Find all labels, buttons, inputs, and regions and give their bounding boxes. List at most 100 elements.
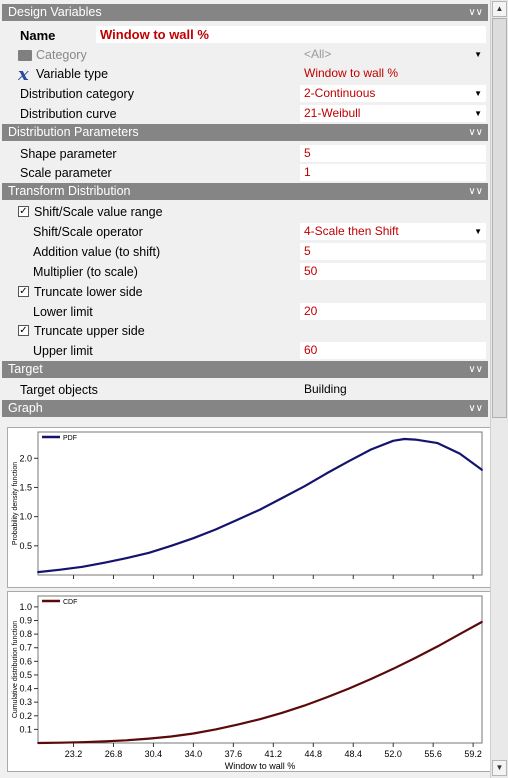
y-tick-label: 0.8 bbox=[19, 629, 32, 639]
dropdown-arrow-icon: ▼ bbox=[474, 89, 482, 98]
name-field[interactable]: Window to wall % bbox=[96, 26, 486, 43]
category-select[interactable]: <All> ▼ bbox=[300, 46, 486, 63]
truncate-lower-checkbox[interactable]: ✓ bbox=[18, 286, 29, 297]
data-point bbox=[325, 696, 328, 699]
addition-field[interactable]: 5 bbox=[300, 243, 486, 260]
folder-icon bbox=[18, 50, 32, 61]
y-tick-label: 0.3 bbox=[19, 697, 32, 707]
data-point bbox=[392, 439, 395, 442]
dropdown-arrow-icon: ▼ bbox=[474, 109, 482, 118]
truncate-upper-label: Truncate upper side bbox=[34, 324, 145, 338]
data-point bbox=[192, 537, 195, 540]
data-point bbox=[436, 442, 439, 444]
section-title: Distribution Parameters bbox=[8, 125, 139, 139]
operator-row: Shift/Scale operator 4-Scale then Shift … bbox=[2, 222, 488, 242]
section-design-variables[interactable]: Design Variables ∨∨ bbox=[2, 4, 488, 21]
x-tick-label: 23.2 bbox=[65, 749, 83, 759]
data-point bbox=[370, 448, 372, 451]
data-point bbox=[481, 469, 483, 471]
truncate-upper-checkbox[interactable]: ✓ bbox=[18, 325, 29, 336]
distribution-curve-select[interactable]: 21-Weibull ▼ bbox=[300, 105, 486, 122]
multiplier-field[interactable]: 50 bbox=[300, 263, 486, 280]
graph-area: 0.5 1.0 1.5 2.0 Probability density function… bbox=[2, 419, 491, 778]
vertical-scrollbar[interactable]: ▲ ▼ bbox=[490, 0, 508, 778]
lower-limit-row: Lower limit 20 bbox=[2, 302, 488, 322]
double-chevron-icon[interactable]: ∨∨ bbox=[468, 127, 483, 138]
section-distribution-parameters[interactable]: Distribution Parameters ∨∨ bbox=[2, 124, 488, 141]
section-title: Design Variables bbox=[8, 5, 102, 19]
truncate-upper-row: ✓ Truncate upper side bbox=[2, 321, 488, 341]
name-label: Name bbox=[20, 28, 56, 43]
x-tick-label: 59.2 bbox=[464, 749, 482, 759]
distribution-category-select[interactable]: 2-Continuous ▼ bbox=[300, 85, 486, 102]
plot-frame bbox=[37, 595, 483, 744]
series-line bbox=[37, 437, 483, 574]
y-tick-label: 0.5 bbox=[19, 670, 32, 680]
section-target[interactable]: Target ∨∨ bbox=[2, 361, 488, 378]
y-tick-label: 2.0 bbox=[19, 453, 32, 463]
double-chevron-icon[interactable]: ∨∨ bbox=[468, 7, 483, 18]
y-tick-label: 0.2 bbox=[19, 711, 32, 721]
data-point bbox=[458, 452, 461, 455]
scroll-down-icon[interactable]: ▼ bbox=[492, 760, 507, 776]
plot-frame bbox=[37, 431, 483, 576]
y-axis-label: Probability density function bbox=[12, 462, 19, 545]
category-row: Category <All> ▼ bbox=[2, 45, 488, 65]
double-chevron-icon[interactable]: ∨∨ bbox=[468, 403, 483, 414]
section-graph[interactable]: Graph ∨∨ bbox=[2, 400, 488, 417]
data-point bbox=[148, 551, 150, 554]
data-point bbox=[303, 704, 306, 707]
upper-limit-label: Upper limit bbox=[33, 344, 93, 358]
y-tick-label: 1.0 bbox=[19, 512, 32, 522]
y-tick-label: 1.5 bbox=[19, 482, 32, 492]
data-point bbox=[281, 497, 284, 499]
data-point bbox=[236, 518, 239, 521]
lower-limit-field[interactable]: 20 bbox=[300, 303, 486, 320]
data-point bbox=[214, 728, 217, 731]
data-point bbox=[414, 438, 417, 441]
scrollbar-thumb[interactable] bbox=[492, 18, 507, 418]
data-point bbox=[347, 687, 350, 690]
scale-parameter-field[interactable]: 1 bbox=[300, 164, 486, 181]
data-point bbox=[103, 561, 106, 564]
truncate-lower-row: ✓ Truncate lower side bbox=[2, 282, 488, 302]
addition-row: Addition value (to shift) 5 bbox=[2, 242, 488, 262]
double-chevron-icon[interactable]: ∨∨ bbox=[468, 186, 483, 197]
data-point bbox=[392, 667, 395, 670]
y-tick-label: 1.0 bbox=[19, 602, 32, 612]
data-point bbox=[103, 740, 106, 743]
upper-limit-row: Upper limit 60 bbox=[2, 341, 488, 361]
data-point bbox=[347, 460, 350, 463]
y-tick-label: 0.6 bbox=[19, 656, 32, 666]
shift-scale-checkbox[interactable]: ✓ bbox=[18, 206, 29, 217]
upper-limit-field[interactable]: 60 bbox=[300, 342, 486, 359]
double-chevron-icon[interactable]: ∨∨ bbox=[468, 364, 483, 375]
distribution-category-row: Distribution category 2-Continuous ▼ bbox=[2, 84, 488, 104]
properties-panel: Design Variables ∨∨ Name Window to wall … bbox=[2, 4, 491, 778]
data-point bbox=[125, 739, 128, 742]
target-objects-label: Target objects bbox=[20, 383, 98, 397]
data-point bbox=[236, 723, 239, 726]
data-point bbox=[458, 633, 461, 636]
addition-label: Addition value (to shift) bbox=[33, 245, 161, 259]
x-tick-label: 44.8 bbox=[305, 749, 323, 759]
cdf-chart: 0.1 0.2 0.3 0.4 0.5 0.6 0.7 0.8 0.9 1.0 23.2 26.8 30… bbox=[7, 591, 491, 772]
distribution-category-value: 2-Continuous bbox=[304, 86, 376, 100]
section-transform-distribution[interactable]: Transform Distribution ∨∨ bbox=[2, 183, 488, 200]
data-point bbox=[303, 485, 306, 488]
distribution-curve-row: Distribution curve 21-Weibull ▼ bbox=[2, 104, 488, 124]
data-point bbox=[403, 438, 406, 440]
shape-parameter-field[interactable]: 5 bbox=[300, 145, 486, 162]
operator-select[interactable]: 4-Scale then Shift ▼ bbox=[300, 223, 486, 240]
y-tick-label: 0.7 bbox=[19, 643, 32, 653]
y-tick-label: 0.1 bbox=[19, 724, 32, 734]
target-objects-value[interactable]: Building bbox=[304, 382, 347, 396]
data-point bbox=[436, 645, 439, 648]
legend-label: PDF bbox=[63, 435, 77, 442]
scroll-up-icon[interactable]: ▲ bbox=[492, 1, 507, 17]
x-tick-label: 34.0 bbox=[185, 749, 203, 759]
category-label: Category bbox=[36, 48, 87, 62]
x-tick-label: 30.4 bbox=[145, 749, 163, 759]
section-title: Target bbox=[8, 362, 43, 376]
